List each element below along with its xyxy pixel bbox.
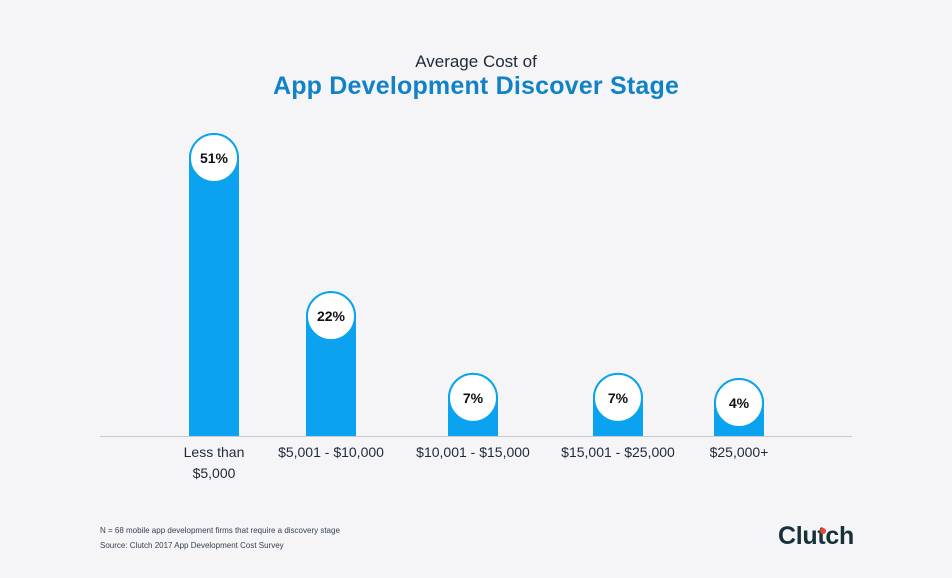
data-label: 4% xyxy=(729,395,750,411)
category-label: $25,000+ xyxy=(710,444,769,460)
data-label: 22% xyxy=(317,308,346,324)
clutch-logo: Clutch xyxy=(778,522,854,550)
sample-note: N = 68 mobile app development firms that… xyxy=(100,526,340,535)
value-badge xyxy=(306,291,356,342)
bar xyxy=(189,133,239,436)
value-badge xyxy=(189,133,239,183)
value-badge xyxy=(714,378,764,428)
category-label: $15,001 - $25,000 xyxy=(561,444,675,460)
value-badge xyxy=(448,372,498,423)
value-badge xyxy=(593,372,643,423)
category-label: $5,000 xyxy=(193,465,236,481)
data-label: 7% xyxy=(463,390,484,406)
logo-dot-icon xyxy=(820,528,826,534)
data-label: 51% xyxy=(200,150,229,166)
category-label: $10,001 - $15,000 xyxy=(416,444,530,460)
source-note: Source: Clutch 2017 App Development Cost… xyxy=(100,541,284,550)
chart-title: App Development Discover Stage xyxy=(272,72,680,100)
chart-subtitle: Average Cost of xyxy=(415,52,537,71)
data-label: 7% xyxy=(608,390,629,406)
category-label: Less than xyxy=(184,444,245,460)
category-label: $5,001 - $10,000 xyxy=(278,444,384,460)
